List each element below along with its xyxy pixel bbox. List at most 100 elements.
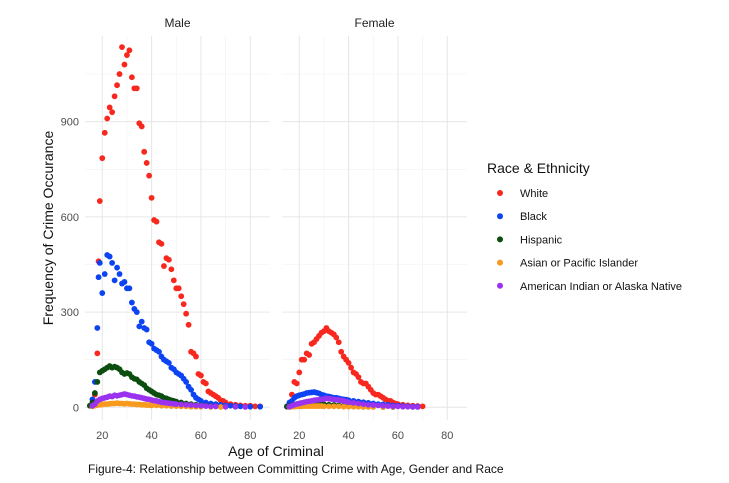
data-point (161, 263, 167, 269)
data-point (94, 325, 101, 331)
data-point (212, 403, 219, 410)
data-point (138, 123, 145, 130)
data-point (188, 402, 194, 408)
data-point (121, 61, 128, 68)
data-point (121, 279, 128, 285)
data-point (133, 85, 140, 92)
data-point (111, 277, 118, 284)
data-point (94, 379, 101, 385)
facet-panels: Male Female (85, 16, 467, 420)
legend-marker (497, 236, 503, 243)
data-point (111, 93, 118, 100)
data-point (321, 403, 327, 410)
data-point (153, 218, 160, 225)
axes: 20 40 60 80 20 40 60 80 0 300 600 900 Age of Crimina… (40, 117, 453, 459)
x-axis-title: Age of Criminal (228, 443, 324, 459)
x-tick-label: 60 (392, 430, 404, 442)
legend-marker (497, 190, 503, 196)
data-point (114, 82, 120, 89)
data-point (198, 402, 204, 409)
data-point (338, 348, 345, 355)
data-point (193, 402, 199, 409)
x-tick-label: 80 (441, 430, 453, 442)
y-tick-label: 300 (61, 307, 79, 319)
series-american-indian-or-alaska-native (89, 391, 421, 410)
figure-caption: Figure-4: Relationship between Committin… (88, 462, 504, 476)
data-point (178, 293, 185, 300)
data-point (340, 403, 347, 410)
data-point (252, 403, 259, 410)
data-point (257, 403, 264, 410)
data-point (99, 290, 106, 296)
data-point (165, 256, 172, 263)
data-point (202, 403, 209, 409)
legend-marker (497, 282, 503, 289)
data-point (143, 160, 150, 166)
data-point (198, 372, 204, 379)
data-point (355, 400, 362, 407)
data-point (178, 401, 185, 408)
data-point (335, 403, 342, 410)
data-point (104, 115, 111, 122)
data-point (301, 356, 308, 363)
data-point (237, 403, 244, 410)
data-point (168, 266, 175, 273)
data-point (96, 260, 103, 266)
x-tick-label: 40 (145, 430, 157, 442)
data-point (165, 359, 172, 366)
legend-title: Race & Ethnicity (487, 160, 590, 176)
x-tick-label: 20 (293, 430, 305, 442)
data-point (227, 402, 234, 409)
data-point (109, 109, 116, 116)
data-point (365, 401, 372, 408)
y-tick-label: 600 (61, 212, 79, 224)
legend-label: American Indian or Alaska Native (520, 281, 682, 293)
data-point (91, 390, 98, 396)
data-point (360, 401, 367, 408)
data-point (133, 309, 140, 315)
data-point (217, 404, 224, 410)
data-points (87, 44, 426, 410)
data-point (170, 277, 177, 284)
x-tick-label: 60 (195, 430, 207, 442)
legend-marker (497, 213, 503, 220)
data-point (158, 240, 165, 247)
y-axis-title: Frequency of Crime Occurance (40, 131, 56, 326)
legend-marker (497, 259, 503, 266)
data-point (126, 47, 133, 54)
data-point (207, 403, 214, 410)
data-point (173, 401, 180, 408)
data-point (414, 404, 421, 410)
x-tick-label: 80 (244, 430, 256, 442)
data-point (183, 379, 190, 385)
legend-label: White (520, 188, 548, 200)
data-point (333, 334, 340, 341)
facet-label-female: Female (354, 16, 394, 30)
data-point (399, 403, 406, 410)
data-point (96, 198, 103, 204)
data-point (345, 359, 352, 366)
data-point (247, 403, 254, 410)
data-point (116, 71, 123, 77)
data-point (106, 104, 113, 111)
data-point (116, 271, 123, 277)
data-point (293, 380, 300, 387)
data-point (335, 339, 342, 346)
data-point (419, 403, 426, 410)
data-point (106, 253, 113, 260)
data-point (395, 403, 401, 410)
x-tick-label: 20 (96, 430, 108, 442)
data-point (143, 326, 150, 333)
data-point (175, 285, 182, 292)
data-point (101, 271, 108, 277)
data-point (126, 285, 133, 292)
data-point (148, 194, 155, 201)
data-point (390, 403, 396, 410)
data-point (95, 274, 102, 281)
data-point (94, 350, 101, 357)
data-point (136, 323, 143, 330)
data-point (148, 402, 155, 409)
x-tick-label: 40 (342, 430, 354, 442)
data-point (404, 403, 411, 410)
data-point (99, 155, 106, 162)
